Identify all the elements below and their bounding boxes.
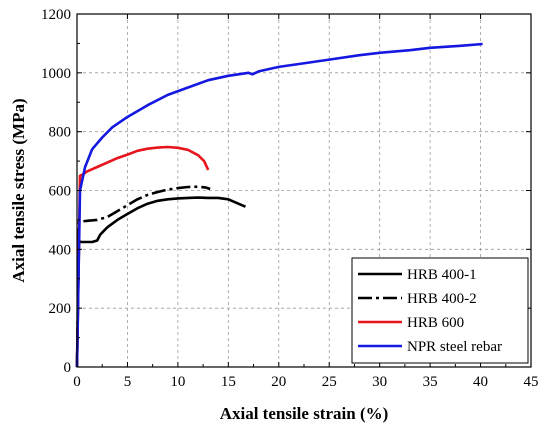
y-tick-label: 200 [49, 301, 72, 317]
series-line [75, 42, 483, 368]
series-layer [75, 42, 483, 368]
legend-label: NPR steel rebar [407, 339, 502, 355]
x-tick-label: 30 [372, 374, 387, 390]
x-tick-label: 5 [124, 374, 132, 390]
series-line [75, 145, 210, 368]
series-line [75, 196, 247, 368]
y-tick-label: 1200 [41, 7, 71, 23]
legend-label: HRB 400-2 [407, 291, 477, 307]
x-tick-label: 0 [73, 374, 81, 390]
legend-label: HRB 400-1 [407, 267, 477, 283]
x-tick-label: 40 [473, 374, 488, 390]
x-tick-label: 10 [170, 374, 185, 390]
y-axis-title: Axial tensile stress (MPa) [9, 98, 28, 282]
series-line [75, 185, 211, 368]
legend: HRB 400-1 HRB 400-2 HRB 600 NPR steel rebar [351, 257, 529, 364]
legend-label: HRB 600 [407, 315, 464, 331]
x-tick-label: 25 [322, 374, 337, 390]
y-tick-label: 800 [49, 125, 72, 141]
y-tick-label: 0 [64, 360, 72, 376]
x-axis-title: Axial tensile strain (%) [220, 404, 389, 423]
y-tick-label: 1000 [41, 66, 71, 82]
x-tick-label: 15 [221, 374, 236, 390]
y-tick-label: 400 [49, 242, 72, 258]
x-tick-label: 45 [524, 374, 539, 390]
y-tick-label: 600 [49, 184, 72, 200]
axis-ticks: 0 5 10 15 20 25 30 35 40 45 0 200 400 600 800 1000 1200 [41, 7, 539, 390]
x-tick-label: 35 [423, 374, 438, 390]
x-tick-label: 20 [271, 374, 286, 390]
